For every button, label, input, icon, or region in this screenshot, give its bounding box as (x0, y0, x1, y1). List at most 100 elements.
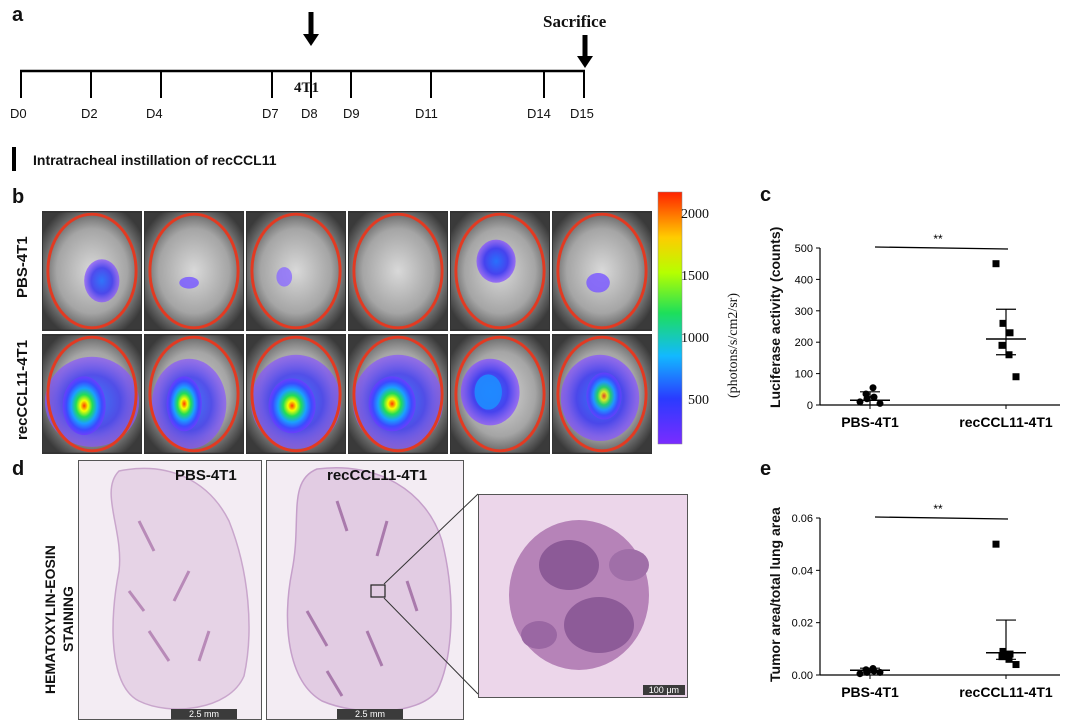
roi-circle (352, 335, 444, 453)
y-tick-label: 0 (807, 400, 813, 412)
data-point (856, 398, 864, 406)
day-label: D14 (527, 106, 551, 121)
data-point (1012, 373, 1020, 381)
data-point (1012, 661, 1020, 669)
row-label-pbs: PBS-4T1 (14, 236, 31, 298)
day-label: D0 (10, 106, 27, 121)
significance-bar (874, 516, 1009, 520)
y-tick-label: 500 (795, 243, 813, 255)
imaging-tile-recccl11 (450, 334, 550, 454)
y-tick-label: 0.00 (792, 670, 813, 682)
scale-bar-zoom: 100 μm (642, 685, 685, 695)
roi-circle (250, 212, 342, 330)
imaging-tile-pbs (348, 211, 448, 331)
day-label: D9 (343, 106, 360, 121)
signal-spot (179, 276, 199, 289)
data-point (998, 341, 1006, 349)
imaging-tile-pbs (450, 211, 550, 331)
roi-circle (454, 335, 546, 453)
signal-spot (476, 239, 516, 283)
day-label: D15 (570, 106, 594, 121)
x-tick-label: PBS-4T1 (841, 414, 899, 430)
imaging-tile-pbs (246, 211, 346, 331)
imaging-tile-pbs (144, 211, 244, 331)
significance-label: ** (933, 232, 943, 246)
signal-spot (586, 372, 622, 420)
chart-e: 0.00 0.02 0.04 0.06 PBS-4T1 recCCL11-4T1 ** (792, 502, 1060, 700)
signal-spot (368, 376, 416, 432)
significance-bar (874, 246, 1009, 250)
y-tick-label: 0.04 (792, 565, 813, 577)
scale-bar-pbs: 2.5 mm (171, 709, 238, 719)
data-point (856, 670, 864, 678)
injection-arrow-head (303, 34, 319, 46)
x-tick-label: recCCL11-4T1 (959, 414, 1053, 430)
sacrifice-label: Sacrifice (543, 12, 607, 31)
day-label: D4 (146, 106, 163, 121)
day-label: D2 (81, 106, 98, 121)
y-tick-label: 0.06 (792, 513, 813, 525)
panel-a-letter: a (12, 4, 24, 26)
panel-b-letter: b (12, 186, 25, 208)
colorbar-gradient (657, 191, 683, 445)
data-point (992, 540, 1000, 548)
timeline (20, 12, 593, 98)
data-point (999, 319, 1007, 327)
y-tick-label: 300 (795, 306, 813, 318)
data-point (1006, 650, 1014, 658)
roi-circle (46, 335, 138, 453)
imaging-tile-recccl11 (552, 334, 652, 454)
imaging-tile-recccl11 (144, 334, 244, 454)
he-section-recccl11: recCCL11-4T1 2.5 mm (266, 460, 464, 720)
roi-circle (556, 212, 648, 330)
chart-c: 0 100 200 300 400 500 PBS-4T1 recCCL11-4T1 ** (795, 232, 1060, 430)
zoom-lines (383, 493, 479, 695)
colorbar-tick: 1000 (681, 331, 709, 346)
signal-spot (276, 267, 293, 287)
signal-spot (474, 374, 502, 410)
y-tick-label: 200 (795, 337, 813, 349)
sacrifice-arrow-head (577, 56, 593, 68)
legend-marker (12, 147, 16, 171)
tissue-vessels (305, 500, 419, 697)
roi-circle (454, 212, 546, 330)
x-tick-label: PBS-4T1 (841, 684, 899, 700)
day-label: D11 (415, 106, 438, 121)
panel-d-letter: d (12, 458, 25, 480)
data-point (998, 653, 1006, 661)
imaging-tile-recccl11 (42, 334, 142, 454)
roi-circle (556, 335, 648, 453)
roi-circle (46, 212, 138, 330)
colorbar-tick: 2000 (681, 207, 709, 222)
stain-label-line1: HEMATOXYLIN-EOSIN (42, 545, 58, 694)
imaging-tile-recccl11 (348, 334, 448, 454)
signal-spot (62, 376, 106, 436)
y-tick-label: 400 (795, 274, 813, 286)
roi-circle (148, 335, 240, 453)
x-tick-label: recCCL11-4T1 (959, 684, 1053, 700)
colorbar-tick: 1500 (681, 269, 709, 284)
row-label-recccl11: recCCL11-4T1 (14, 339, 31, 440)
he-section-pbs: PBS-4T1 2.5 mm (78, 460, 262, 720)
signal-spot (268, 378, 316, 434)
roi-circle (250, 335, 342, 453)
zoom-region (370, 584, 386, 598)
data-point (869, 384, 877, 392)
he-title-pbs: PBS-4T1 (175, 467, 237, 484)
day-label: D7 (262, 106, 279, 121)
y-tick-label: 0.02 (792, 618, 813, 630)
imaging-tile-pbs (42, 211, 142, 331)
panel-e-letter: e (760, 458, 772, 480)
colorbar-unit-label: (photons/s/cm2/sr) (726, 293, 741, 398)
imaging-tile-recccl11 (246, 334, 346, 454)
stain-label-line2: STAINING (60, 586, 76, 652)
colorbar-tick: 500 (688, 393, 709, 408)
data-point (992, 260, 1000, 268)
signal-spot (84, 259, 120, 303)
day-label: D8 (301, 106, 318, 121)
imaging-tile-pbs (552, 211, 652, 331)
significance-label: ** (933, 502, 943, 516)
roi-circle (352, 212, 444, 330)
he-zoom: 100 μm (478, 494, 688, 698)
timeline-ticks (20, 71, 585, 98)
